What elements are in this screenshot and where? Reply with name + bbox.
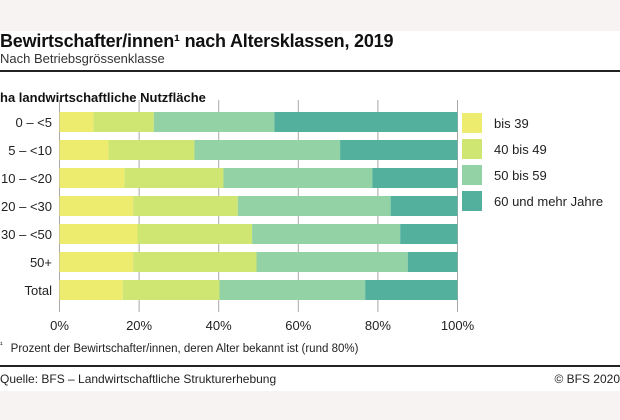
bottom-band (0, 391, 620, 420)
legend-item: 50 bis 59 (462, 162, 603, 188)
legend-item: 60 und mehr Jahre (462, 188, 603, 214)
bar-segment (256, 252, 408, 272)
bar-segment (59, 280, 123, 300)
bar-segment (93, 112, 154, 132)
x-tick-label: 20% (126, 318, 152, 333)
footnote-text: Prozent der Bewirtschafter/innen, deren … (10, 342, 359, 355)
bar-segment (137, 224, 253, 244)
category-label: 30 – <50 (1, 227, 52, 242)
bar-segment (407, 252, 458, 272)
legend-swatch (462, 165, 482, 185)
copyright-text: © BFS 2020 (554, 372, 620, 386)
bar-segment (340, 140, 458, 160)
bar-segment (365, 280, 458, 300)
category-label: 0 – <5 (15, 115, 52, 130)
bar-segment (59, 112, 94, 132)
bar-segment (59, 168, 125, 188)
y-axis-title: ha landwirtschaftliche Nutzfläche (0, 90, 206, 105)
bar-segment (194, 140, 341, 160)
category-label: Total (25, 283, 53, 298)
category-label: 50+ (30, 255, 52, 270)
legend-label: 60 und mehr Jahre (494, 193, 604, 209)
bar-segment (372, 168, 458, 188)
source-text: Quelle: BFS – Landwirtschaftliche Strukt… (0, 372, 277, 386)
bar-segment (133, 252, 257, 272)
footnote-marker: ¹ (0, 340, 3, 349)
legend-label: 40 bis 49 (494, 141, 547, 157)
chart-subtitle: Nach Betriebsgrössenklasse (0, 51, 165, 66)
top-band (0, 0, 620, 31)
legend-swatch (462, 139, 482, 159)
x-tick-label: 0% (50, 318, 69, 333)
bar-segment (252, 224, 401, 244)
chart-title: Bewirtschafter/innen¹ nach Altersklassen… (0, 31, 394, 51)
legend-item: bis 39 (462, 110, 603, 136)
bar-segment (274, 112, 458, 132)
bar-segment (400, 224, 458, 244)
x-tick-label: 80% (365, 318, 391, 333)
bar-segment (59, 196, 134, 216)
category-labels: 0 – <5 5 – <10 10 – <20 20 – <30 30 – <50 50+… (1, 115, 52, 298)
chart-svg: 0 – <5 5 – <10 10 – <20 20 – <30 30 – <50 50+… (1, 100, 475, 333)
header-rule (0, 70, 620, 72)
bar-segment (59, 140, 109, 160)
footnote: ¹ Prozent der Bewirtschafter/innen, deren… (0, 340, 358, 355)
bar-segment (153, 112, 275, 132)
legend-swatch (462, 191, 482, 211)
category-label: 5 – <10 (8, 143, 52, 158)
x-tick-label: 60% (285, 318, 311, 333)
bar-segment (237, 196, 391, 216)
legend-swatch (462, 113, 482, 133)
bar-segment (122, 280, 220, 300)
footer-rule (0, 365, 620, 367)
bar-segment (390, 196, 458, 216)
bars-layer (59, 112, 458, 300)
legend: bis 39 40 bis 49 50 bis 59 60 und mehr Jahr… (462, 110, 603, 214)
bar-segment (124, 168, 224, 188)
x-tick-labels: 0% 20% 40% 60% 80% 100% (50, 318, 474, 333)
bar-segment (219, 280, 366, 300)
bar-segment (59, 224, 138, 244)
bar-segment (223, 168, 373, 188)
bar-segment (59, 252, 134, 272)
legend-label: bis 39 (494, 115, 529, 131)
legend-label: 50 bis 59 (494, 167, 547, 183)
legend-item: 40 bis 49 (462, 136, 603, 162)
x-tick-label: 100% (441, 318, 475, 333)
x-tick-label: 40% (206, 318, 232, 333)
bar-segment (133, 196, 238, 216)
bar-segment (108, 140, 195, 160)
category-label: 10 – <20 (1, 171, 52, 186)
category-label: 20 – <30 (1, 199, 52, 214)
